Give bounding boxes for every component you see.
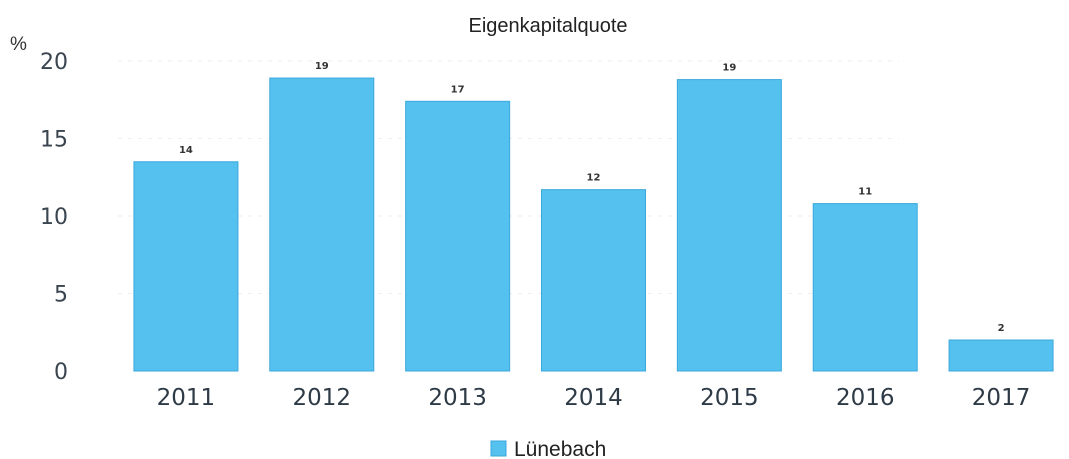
y-tick-label: 20 bbox=[40, 50, 68, 75]
y-axis-unit: % bbox=[10, 34, 27, 55]
data-label-2013: 17 bbox=[451, 84, 465, 95]
chart-title: Eigenkapitalquote bbox=[468, 15, 627, 37]
bar-2011 bbox=[133, 161, 239, 372]
bar-2013 bbox=[405, 100, 511, 372]
data-label-2011: 14 bbox=[179, 145, 193, 156]
x-tick-label-2014: 2014 bbox=[564, 385, 623, 411]
data-label-2014: 12 bbox=[587, 173, 601, 184]
y-tick-label: 5 bbox=[54, 283, 68, 308]
data-label-2015: 19 bbox=[722, 63, 736, 74]
bar-2017 bbox=[948, 339, 1054, 372]
x-tick-label-2015: 2015 bbox=[700, 385, 759, 411]
data-label-2012: 19 bbox=[315, 61, 329, 72]
bar-2014 bbox=[541, 189, 646, 372]
bars bbox=[133, 77, 1054, 372]
y-tick-label: 10 bbox=[40, 205, 68, 230]
data-labels: 14 19 17 12 19 11 2 bbox=[179, 61, 1005, 334]
data-label-2016: 11 bbox=[858, 187, 872, 198]
x-tick-label-2017: 2017 bbox=[972, 385, 1031, 411]
bar-2015 bbox=[676, 79, 782, 372]
x-tick-label-2013: 2013 bbox=[428, 385, 487, 411]
y-tick-label: 15 bbox=[40, 128, 68, 153]
legend-swatch bbox=[490, 440, 507, 457]
bar-2016 bbox=[812, 203, 918, 372]
legend-label: Lünebach bbox=[514, 438, 606, 459]
x-tick-label-2011: 2011 bbox=[157, 385, 216, 411]
bar-2012 bbox=[269, 77, 375, 372]
x-tick-label-2012: 2012 bbox=[293, 385, 352, 411]
x-tick-label-2016: 2016 bbox=[836, 385, 895, 411]
legend: Lünebach bbox=[490, 438, 606, 459]
x-axis: 2011 2012 2013 2014 2015 2016 2017 bbox=[157, 385, 1031, 411]
data-label-2017: 2 bbox=[998, 323, 1005, 334]
y-tick-label: 0 bbox=[54, 360, 68, 385]
y-axis: 0 5 10 15 20 bbox=[40, 50, 68, 385]
